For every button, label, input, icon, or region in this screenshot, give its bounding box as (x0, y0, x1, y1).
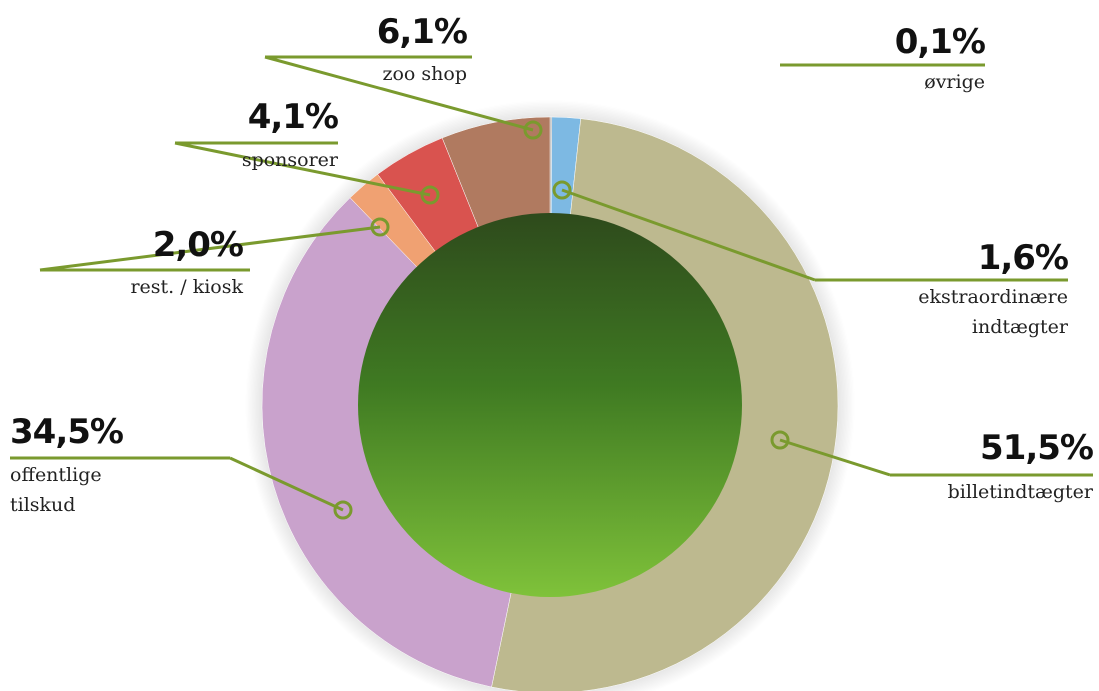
value-label: 1,6% (977, 238, 1069, 278)
category-label: billetindtægter (947, 481, 1093, 503)
category-label: sponsorer (241, 149, 338, 171)
value-label: 34,5% (10, 412, 124, 452)
category-label: rest. / kiosk (130, 276, 243, 298)
leader-dot (333, 500, 353, 520)
leader-line (39, 225, 381, 272)
category-label: zoo shop (382, 63, 467, 85)
leader-dot (523, 120, 543, 140)
leader-line (779, 438, 891, 477)
value-label: 4,1% (247, 97, 339, 137)
leader-line (561, 188, 816, 282)
leader-dot (420, 185, 440, 205)
leader-dot (552, 180, 572, 200)
category-label: ekstraordinære indtægter (918, 286, 1068, 338)
leader-line (174, 141, 431, 197)
center-photo (358, 213, 742, 597)
value-label: 51,5% (980, 428, 1094, 468)
leader-line (229, 456, 344, 512)
category-label: øvrige (924, 71, 985, 93)
leader-dot (370, 217, 390, 237)
value-label: 2,0% (152, 225, 244, 265)
leader-line (264, 55, 534, 132)
value-label: 0,1% (894, 22, 986, 62)
category-label: offentlige tilskud (10, 464, 102, 516)
value-label: 6,1% (376, 12, 468, 52)
leader-dot (770, 430, 790, 450)
